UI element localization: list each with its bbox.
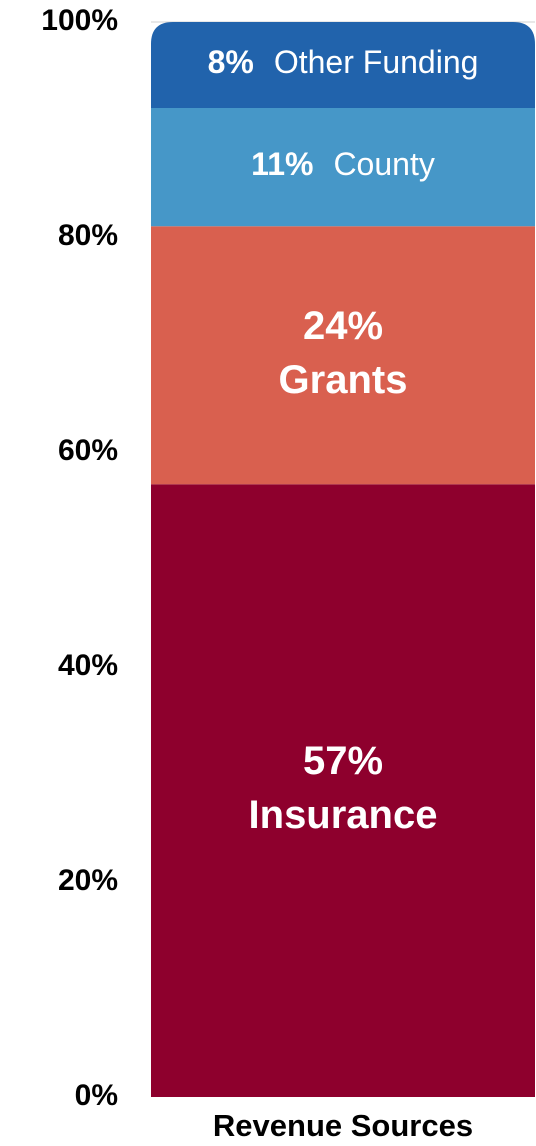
segment-label: 11% County xyxy=(251,147,435,183)
segment-name: Insurance xyxy=(249,793,438,837)
data-label: 57% xyxy=(303,739,383,783)
bar-segment xyxy=(151,226,535,485)
y-tick-label: 100% xyxy=(41,4,118,37)
y-tick-label: 40% xyxy=(58,649,118,682)
data-label: 8% xyxy=(208,44,254,80)
y-tick-label: 20% xyxy=(58,864,118,897)
y-tick-label: 60% xyxy=(58,434,118,467)
x-tick-label: Revenue Sources xyxy=(213,1108,473,1143)
segment-name: Grants xyxy=(279,358,408,402)
data-label: 24% xyxy=(303,304,383,348)
segment-name: County xyxy=(333,147,434,183)
bar-segment xyxy=(151,22,535,108)
y-tick-label: 0% xyxy=(75,1079,118,1112)
segment-label: 8% Other Funding xyxy=(208,44,479,80)
bar-segment xyxy=(151,484,535,1097)
data-label: 11% xyxy=(251,147,313,183)
y-tick-label: 80% xyxy=(58,219,118,252)
bar-segment xyxy=(151,108,535,227)
segment-name: Other Funding xyxy=(274,44,479,80)
